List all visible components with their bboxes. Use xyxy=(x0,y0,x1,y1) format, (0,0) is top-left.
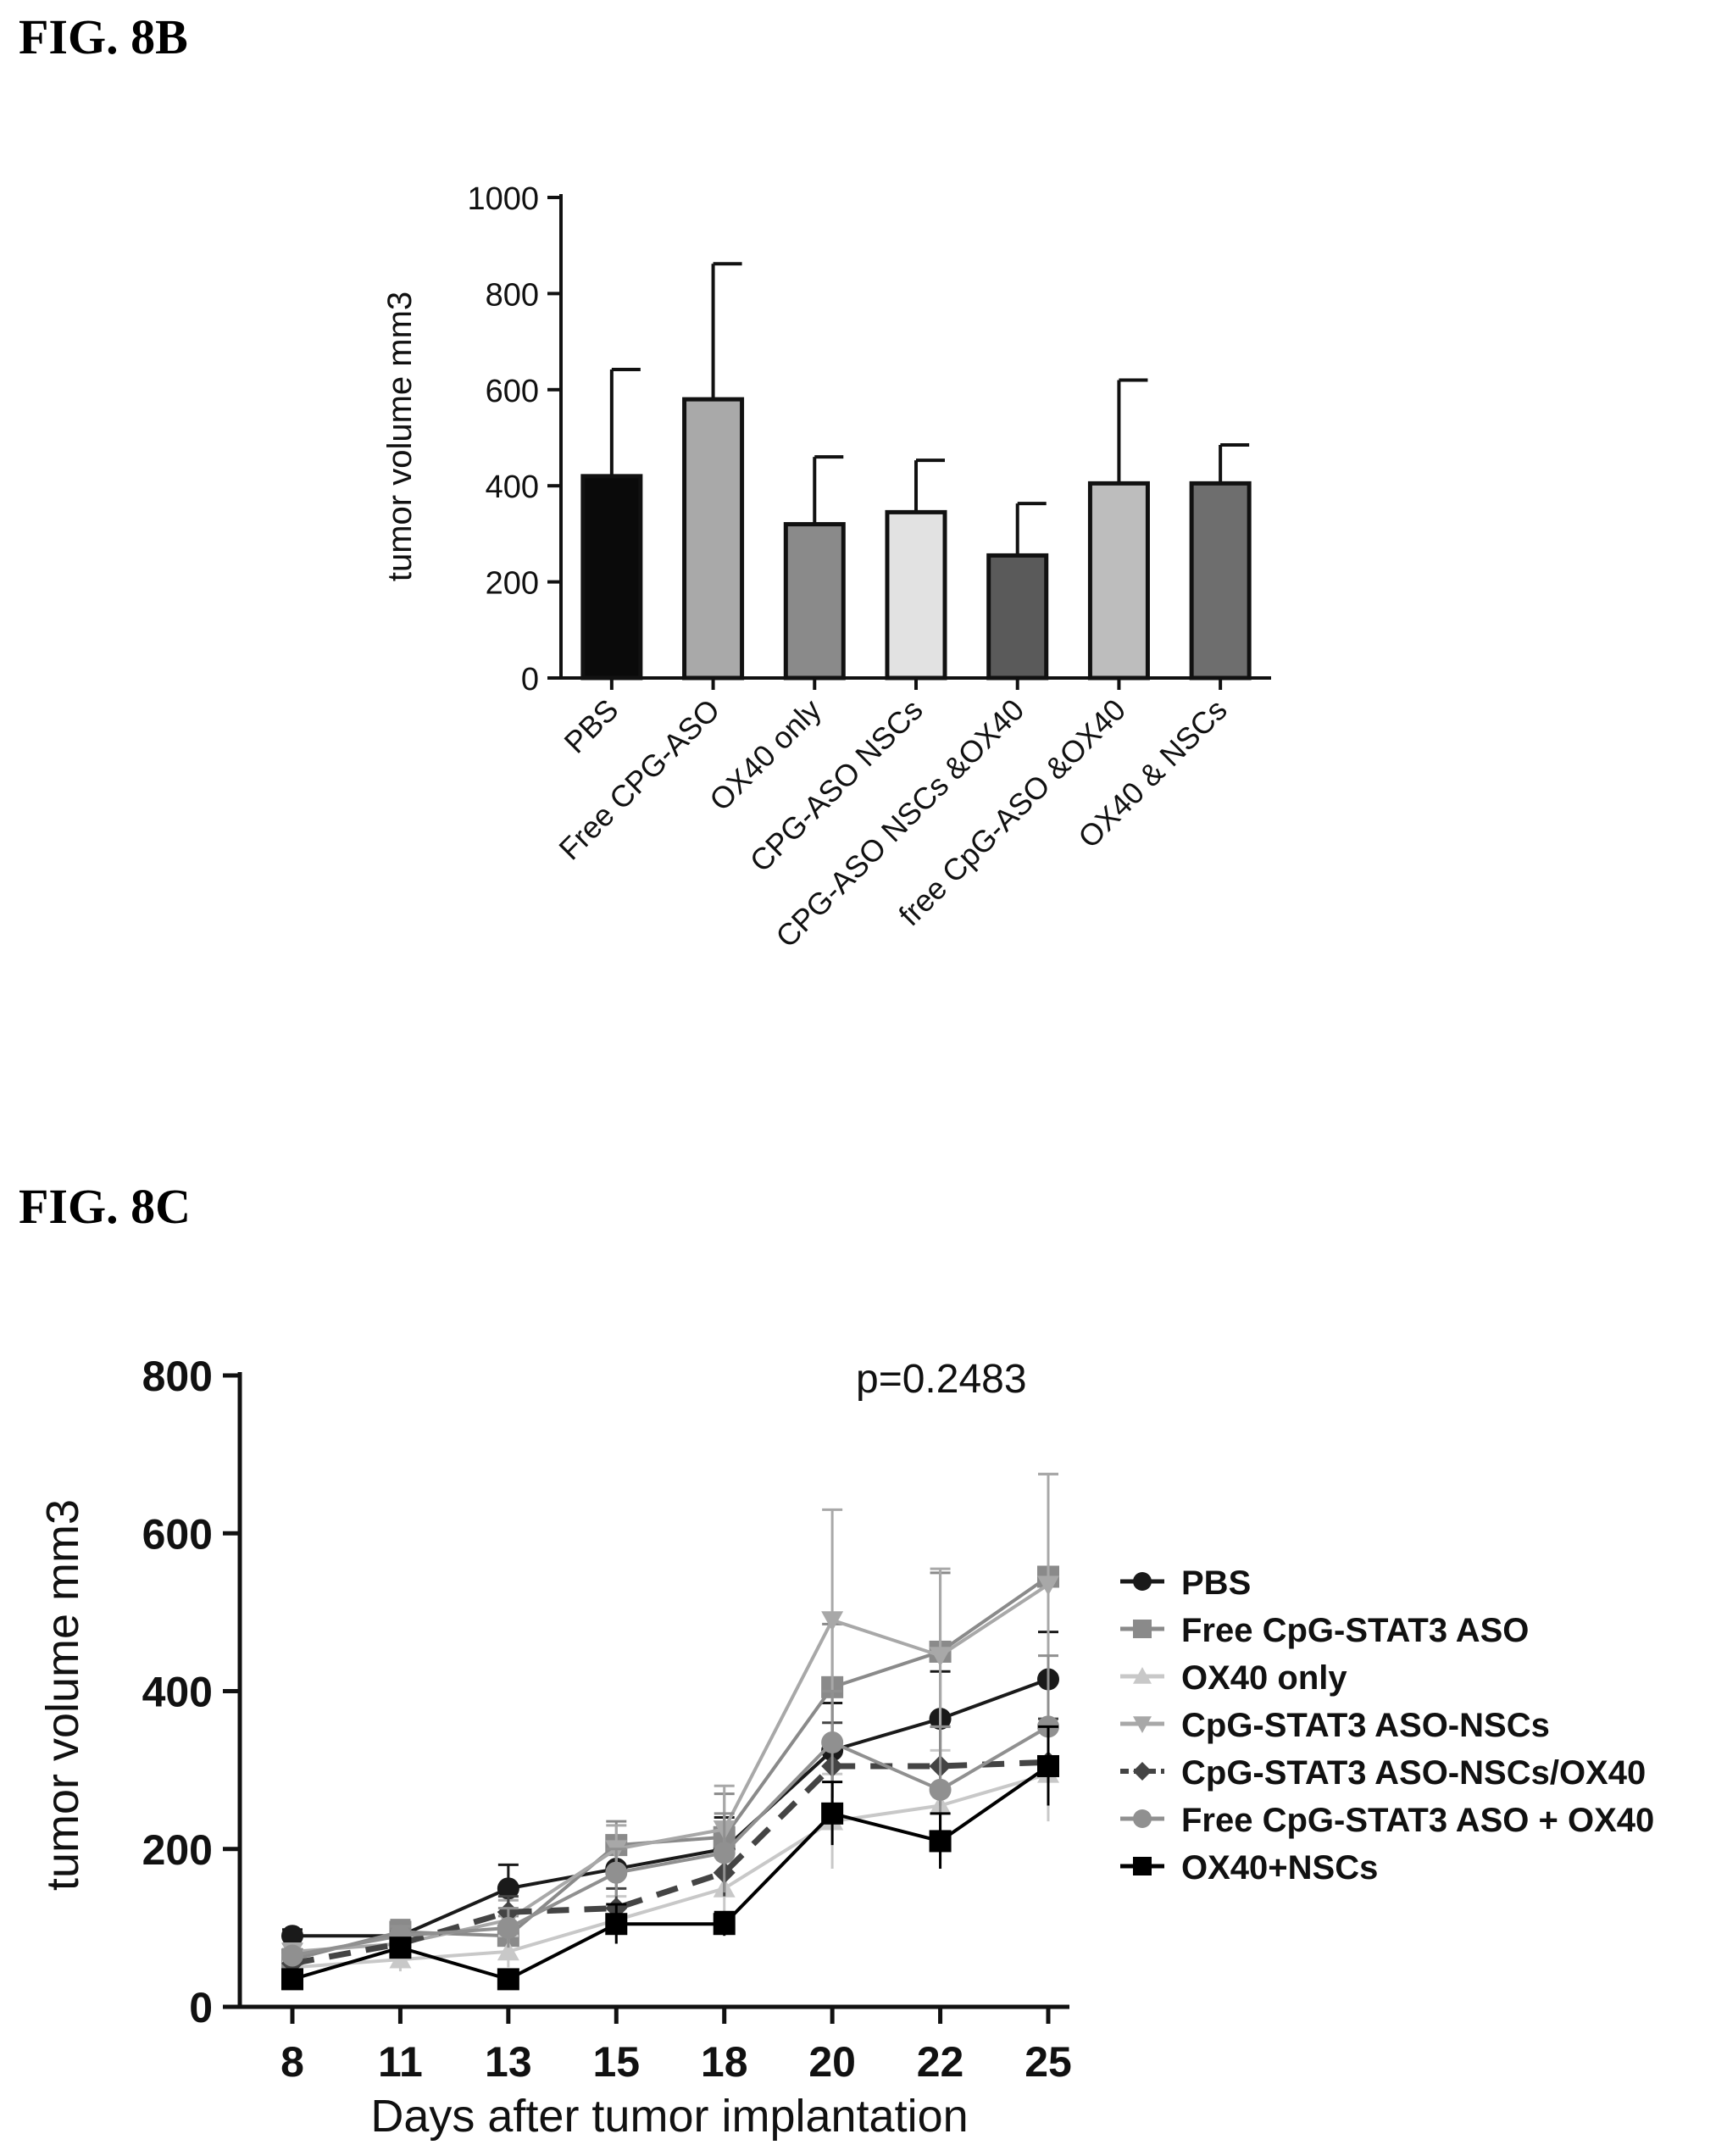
data-point xyxy=(497,1968,519,1991)
y-tick-label: 600 xyxy=(142,1510,213,1558)
legend-label: OX40 only xyxy=(1181,1659,1347,1697)
data-point xyxy=(929,1647,952,1667)
legend-marker xyxy=(1133,1809,1152,1828)
data-point xyxy=(821,1611,844,1631)
legend-marker xyxy=(1133,1857,1152,1875)
y-tick-label: 0 xyxy=(521,662,539,697)
bar xyxy=(885,509,947,681)
x-tick-label: 15 xyxy=(592,2038,640,2086)
x-tick-label: 25 xyxy=(1025,2038,1072,2086)
data-point xyxy=(605,1913,628,1936)
x-tick-label: 20 xyxy=(808,2038,856,2086)
data-point xyxy=(497,1916,519,1939)
bar xyxy=(580,474,643,681)
y-tick-label: 0 xyxy=(189,1984,213,2031)
x-tick-label: 22 xyxy=(917,2038,964,2086)
legend-marker xyxy=(1133,1572,1152,1591)
data-point xyxy=(821,1731,844,1754)
series-line xyxy=(292,1725,1050,1958)
data-point xyxy=(389,1937,412,1959)
data-point xyxy=(713,1913,736,1936)
data-point xyxy=(281,1968,303,1991)
bar xyxy=(1189,481,1252,681)
legend-label: Free CpG-STAT3 ASO xyxy=(1181,1612,1529,1649)
legend-label: OX40+NSCs xyxy=(1181,1849,1378,1886)
y-tick-label: 800 xyxy=(486,277,539,313)
y-axis-label: tumor volume mm3 xyxy=(381,292,419,581)
figure-8b-label: FIG. 8B xyxy=(19,9,188,64)
legend-label: Free CpG-STAT3 ASO + OX40 xyxy=(1181,1802,1654,1839)
data-point xyxy=(1037,1575,1059,1596)
data-point xyxy=(281,1925,303,1948)
y-tick-label: 800 xyxy=(142,1353,213,1400)
y-axis-label: tumor volume mm3 xyxy=(37,1499,88,1891)
data-point xyxy=(281,1944,303,1967)
bar xyxy=(1087,481,1150,681)
legend-marker xyxy=(1133,1620,1152,1638)
series-6 xyxy=(281,1725,1059,1991)
legend-marker xyxy=(1133,1667,1152,1684)
data-point xyxy=(497,1877,519,1900)
y-tick-label: 200 xyxy=(486,566,539,602)
series-line xyxy=(292,1764,1050,1981)
x-tick-label: 11 xyxy=(378,2038,423,2086)
x-tick-label: 8 xyxy=(280,2038,304,2086)
y-tick-label: 400 xyxy=(486,470,539,505)
data-point xyxy=(605,1861,628,1884)
x-tick-label: 13 xyxy=(485,2038,532,2086)
y-tick-label: 600 xyxy=(486,374,539,409)
p-value-annotation: p=0.2483 xyxy=(856,1357,1027,1402)
series-line xyxy=(292,1677,1049,1938)
data-point xyxy=(1037,1754,1059,1777)
y-tick-label: 400 xyxy=(142,1669,213,1716)
data-point xyxy=(713,1842,736,1864)
legend-label: CpG-STAT3 ASO-NSCs xyxy=(1181,1707,1550,1744)
data-point xyxy=(497,1940,519,1961)
x-tick-label: 18 xyxy=(701,2038,748,2086)
legend-label: CpG-STAT3 ASO-NSCs/OX40 xyxy=(1181,1754,1646,1792)
series-line xyxy=(292,1772,1049,1970)
series-line xyxy=(292,1575,1050,1962)
y-tick-label: 1000 xyxy=(467,181,539,217)
data-point xyxy=(821,1802,844,1825)
x-axis-label: Days after tumor implantation xyxy=(370,2091,968,2142)
data-point xyxy=(929,1778,952,1801)
series-line xyxy=(292,1759,1049,1967)
figure-8c-label: FIG. 8C xyxy=(19,1179,191,1234)
legend-label: PBS xyxy=(1181,1564,1251,1602)
y-tick-label: 200 xyxy=(142,1826,213,1874)
legend-marker xyxy=(1133,1716,1152,1733)
bar xyxy=(682,397,745,681)
data-point xyxy=(929,1830,952,1853)
legend-marker xyxy=(1133,1762,1152,1781)
